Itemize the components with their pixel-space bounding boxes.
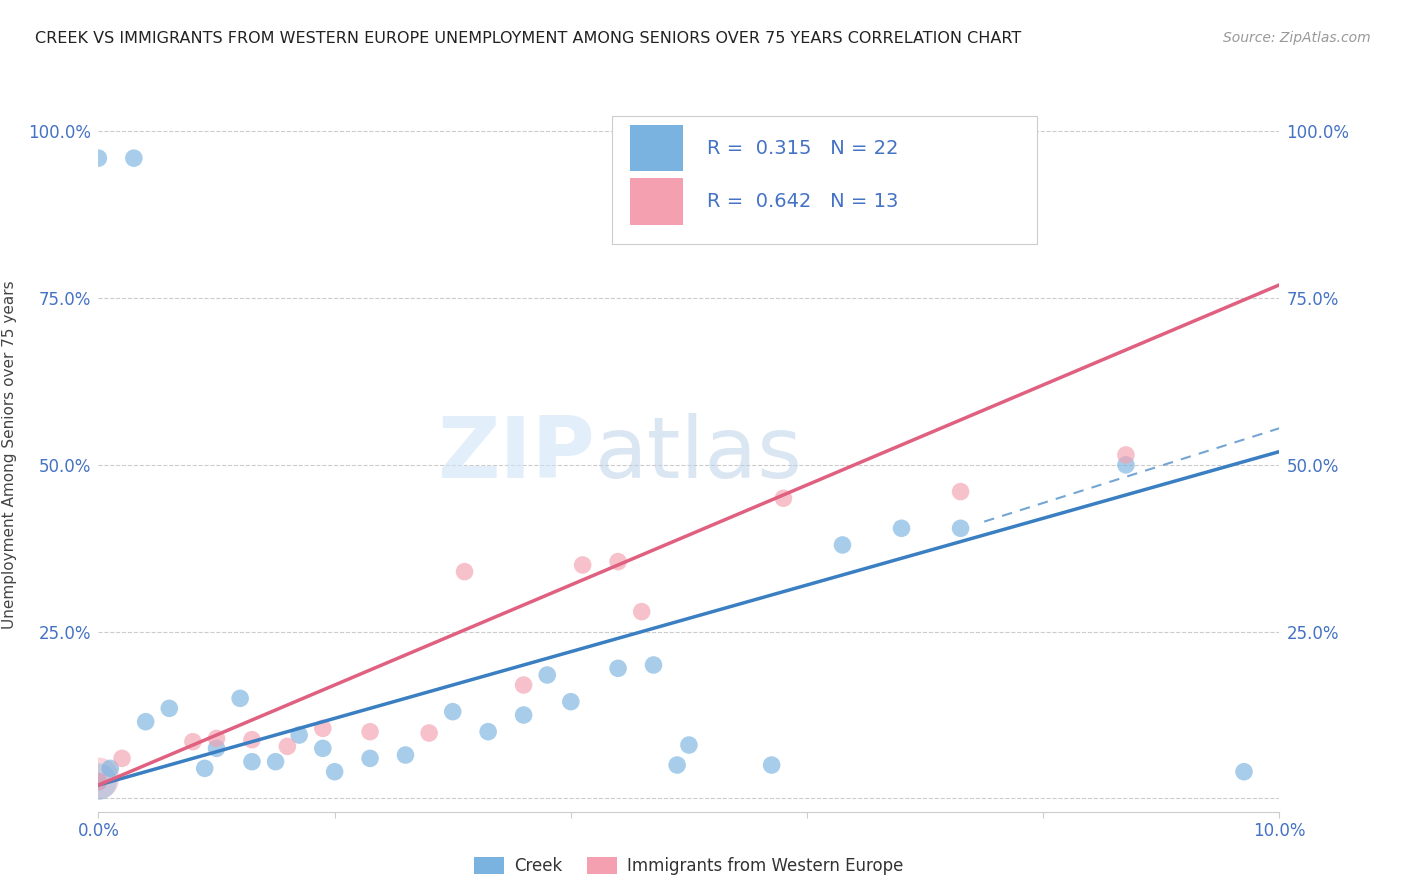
FancyBboxPatch shape xyxy=(612,116,1038,244)
Y-axis label: Unemployment Among Seniors over 75 years: Unemployment Among Seniors over 75 years xyxy=(3,281,17,629)
Point xyxy=(205,731,228,746)
Point xyxy=(512,678,534,692)
Point xyxy=(607,661,630,675)
Point xyxy=(240,755,263,769)
Point xyxy=(536,668,558,682)
Point xyxy=(453,565,475,579)
Point xyxy=(312,741,335,756)
Point xyxy=(678,738,700,752)
Point xyxy=(98,761,121,775)
Point xyxy=(87,151,110,165)
Point xyxy=(87,772,110,786)
Text: R =  0.315   N = 22: R = 0.315 N = 22 xyxy=(707,138,898,158)
Point xyxy=(607,555,630,569)
Point xyxy=(949,521,972,535)
Point xyxy=(1115,448,1137,462)
FancyBboxPatch shape xyxy=(630,178,683,225)
Point xyxy=(441,705,464,719)
Point xyxy=(276,739,298,754)
Point xyxy=(87,774,110,789)
Point xyxy=(87,774,110,789)
Text: Source: ZipAtlas.com: Source: ZipAtlas.com xyxy=(1223,31,1371,45)
Point xyxy=(240,732,263,747)
Point xyxy=(1115,458,1137,472)
Point xyxy=(194,761,217,775)
Point xyxy=(418,726,440,740)
Point xyxy=(264,755,287,769)
Point xyxy=(312,722,335,736)
Point xyxy=(1233,764,1256,779)
Text: CREEK VS IMMIGRANTS FROM WESTERN EUROPE UNEMPLOYMENT AMONG SENIORS OVER 75 YEARS: CREEK VS IMMIGRANTS FROM WESTERN EUROPE … xyxy=(35,31,1021,46)
Point xyxy=(761,758,783,772)
FancyBboxPatch shape xyxy=(630,125,683,171)
Point xyxy=(157,701,180,715)
Point xyxy=(323,764,346,779)
Point xyxy=(831,538,853,552)
Point xyxy=(205,741,228,756)
Point xyxy=(890,521,912,535)
Point xyxy=(512,708,534,723)
Point xyxy=(229,691,252,706)
Point xyxy=(949,484,972,499)
Point xyxy=(122,151,145,165)
Point xyxy=(394,747,416,762)
Text: R =  0.642   N = 13: R = 0.642 N = 13 xyxy=(707,192,898,211)
Point xyxy=(87,774,110,789)
Point xyxy=(772,491,794,506)
Point xyxy=(181,734,204,748)
Legend: Creek, Immigrants from Western Europe: Creek, Immigrants from Western Europe xyxy=(467,850,911,882)
Point xyxy=(571,558,593,572)
Point xyxy=(477,724,499,739)
Text: ZIP: ZIP xyxy=(437,413,595,497)
Point xyxy=(666,758,689,772)
Point xyxy=(359,724,381,739)
Point xyxy=(630,605,652,619)
Point xyxy=(359,751,381,765)
Point xyxy=(111,751,134,765)
Point xyxy=(560,695,582,709)
Text: atlas: atlas xyxy=(595,413,803,497)
Point xyxy=(288,728,311,742)
Point xyxy=(135,714,157,729)
Point xyxy=(643,658,665,673)
